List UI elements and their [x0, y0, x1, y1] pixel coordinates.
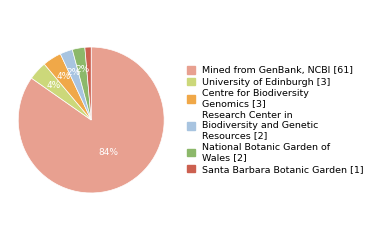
Legend: Mined from GenBank, NCBI [61], University of Edinburgh [3], Centre for Biodivers: Mined from GenBank, NCBI [61], Universit…	[186, 65, 365, 175]
Wedge shape	[18, 47, 164, 193]
Wedge shape	[32, 64, 91, 120]
Wedge shape	[60, 49, 91, 120]
Text: 4%: 4%	[46, 81, 61, 90]
Text: 2%: 2%	[66, 67, 81, 77]
Text: 2%: 2%	[75, 65, 89, 74]
Wedge shape	[44, 54, 91, 120]
Wedge shape	[85, 47, 91, 120]
Wedge shape	[72, 47, 91, 120]
Text: 84%: 84%	[98, 148, 118, 157]
Text: 4%: 4%	[57, 72, 71, 81]
